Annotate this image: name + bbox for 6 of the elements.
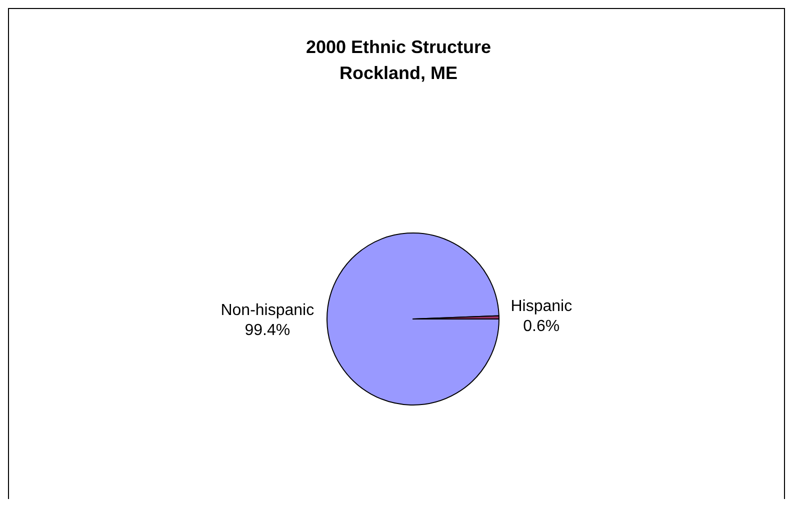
pie-slice xyxy=(326,232,500,406)
data-label: 99.4% xyxy=(244,322,290,339)
data-label: 0.6% xyxy=(523,318,560,336)
chart-title: 2000 Ethnic Structure Rockland, ME xyxy=(306,37,492,83)
slice-label: Hispanic xyxy=(510,298,572,316)
slice-label: Non-hispanic xyxy=(220,302,314,319)
